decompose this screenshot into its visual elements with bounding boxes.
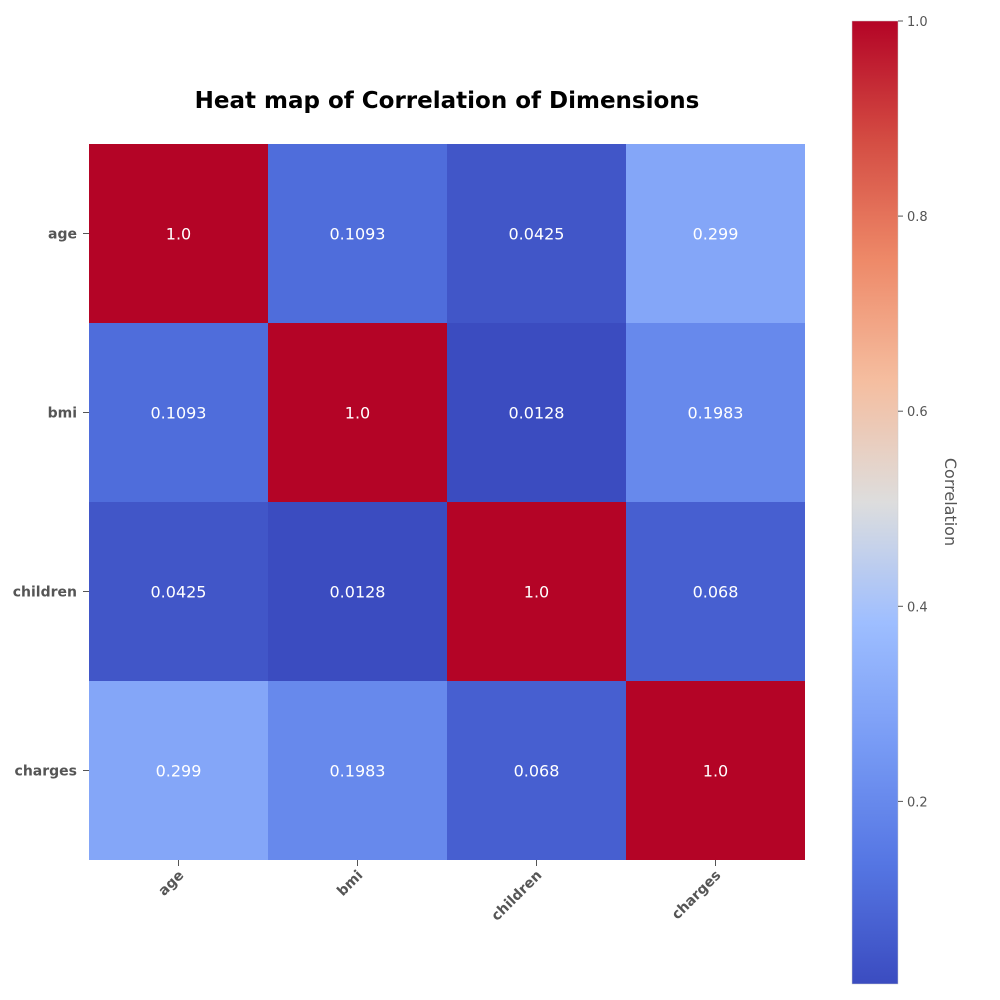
- colorbar-tick-label: 0.2: [907, 795, 928, 810]
- x-tick-labels: age bmi children charges: [156, 860, 724, 925]
- heatmap-cell-charges-bmi: [268, 681, 447, 860]
- cell-value-label: 1.0: [166, 225, 191, 244]
- colorbar: 0.2 0.4 0.6 0.8 1.0: [851, 15, 928, 985]
- heatmap-cell-charges-charges: [626, 681, 805, 860]
- cell-value-label: 0.1093: [330, 225, 386, 244]
- heatmap-cell-bmi-bmi: [268, 323, 447, 502]
- colorbar-tick-label: 0.8: [907, 210, 928, 225]
- heatmap-cell-children-bmi: [268, 502, 447, 681]
- heatmap-cell-age-bmi: [268, 144, 447, 323]
- colorbar-tick-label: 0.6: [907, 405, 928, 420]
- heatmap-cells: 1.0 0.1093 0.0425 0.299 0.1093 1.0 0.0128 0.198…: [89, 144, 805, 860]
- cell-value-label: 0.299: [693, 225, 739, 244]
- heatmap-cell-charges-children: [447, 681, 626, 860]
- colorbar-gradient: [851, 20, 899, 985]
- cell-value-label: 0.068: [693, 583, 739, 602]
- cell-value-label: 0.0128: [509, 404, 565, 423]
- heatmap-cell-age-charges: [626, 144, 805, 323]
- y-tick-label: children: [13, 585, 77, 601]
- heatmap-cell-age-children: [447, 144, 626, 323]
- cell-value-label: 1.0: [703, 762, 728, 781]
- cell-value-label: 0.1093: [151, 404, 207, 423]
- colorbar-tick-label: 0.4: [907, 600, 928, 615]
- heatmap-cell-age-age: [89, 144, 268, 323]
- cell-value-label: 0.0128: [330, 583, 386, 602]
- y-tick-label: charges: [15, 764, 77, 780]
- x-tick-label: charges: [669, 868, 724, 923]
- x-tick-label: children: [489, 868, 546, 925]
- cell-value-label: 0.0425: [151, 583, 207, 602]
- heatmap-cell-bmi-children: [447, 323, 626, 502]
- cell-value-label: 0.0425: [509, 225, 565, 244]
- heatmap-cell-bmi-charges: [626, 323, 805, 502]
- cell-value-label: 0.068: [514, 762, 560, 781]
- heatmap-cell-bmi-age: [89, 323, 268, 502]
- cell-value-label: 0.299: [156, 762, 202, 781]
- chart-title: Heat map of Correlation of Dimensions: [195, 88, 700, 114]
- heatmap-cell-charges-age: [89, 681, 268, 860]
- x-tick-label: bmi: [334, 868, 366, 900]
- colorbar-label: Correlation: [941, 458, 960, 546]
- cell-value-label: 1.0: [524, 583, 549, 602]
- heatmap-cell-children-charges: [626, 502, 805, 681]
- colorbar-tick-label: 1.0: [907, 15, 928, 30]
- cell-value-label: 0.1983: [688, 404, 744, 423]
- heatmap-cell-children-age: [89, 502, 268, 681]
- x-tick-label: age: [156, 868, 188, 900]
- y-tick-label: bmi: [48, 406, 77, 422]
- cell-value-label: 0.1983: [330, 762, 386, 781]
- y-tick-labels: age bmi children charges: [13, 227, 89, 780]
- heatmap-cell-children-children: [447, 502, 626, 681]
- y-tick-label: age: [48, 227, 77, 243]
- cell-value-label: 1.0: [345, 404, 370, 423]
